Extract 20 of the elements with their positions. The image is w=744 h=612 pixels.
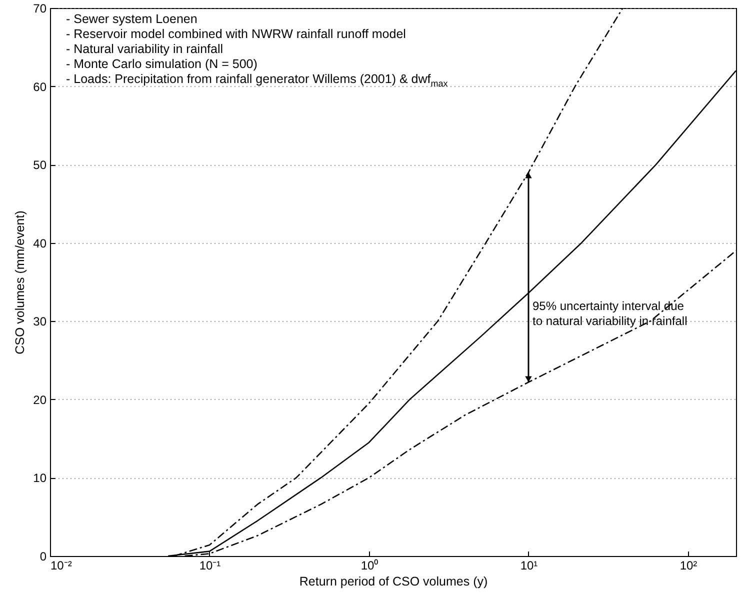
x-axis-title: Return period of CSO volumes (y) [299,574,488,588]
annotation: - Sewer system Loenen [66,12,198,27]
y-tick-label: 30 [33,314,47,329]
annotation: - Monte Carlo simulation (N = 500) [66,57,258,72]
y-tick-label: 0 [40,550,47,564]
y-tick-label: 20 [33,392,47,407]
x-tick-label: 10⁰ [360,558,378,572]
annotation: - Reservoir model combined with NWRW rainfall runoff model [66,27,407,42]
y-tick-label: 40 [33,236,47,250]
y-tick-label: 60 [33,80,47,94]
y-tick-label: 50 [33,158,47,172]
x-tick-label: 10² [680,558,698,572]
x-tick-label: 10⁻² [50,558,72,572]
x-tick-label: 10¹ [520,558,538,572]
annotation: - Natural variability in rainfall [66,42,224,57]
y-tick-label: 70 [33,2,47,16]
x-tick-label: 10⁻¹ [199,558,221,572]
y-tick-label: 10 [33,471,47,486]
y-axis-title: CSO volumes (mm/event) [13,210,28,354]
annotation: - Loads: Precipitation from rainfall generator Willems (2001) & dwf$_{max}$ [66,72,448,90]
